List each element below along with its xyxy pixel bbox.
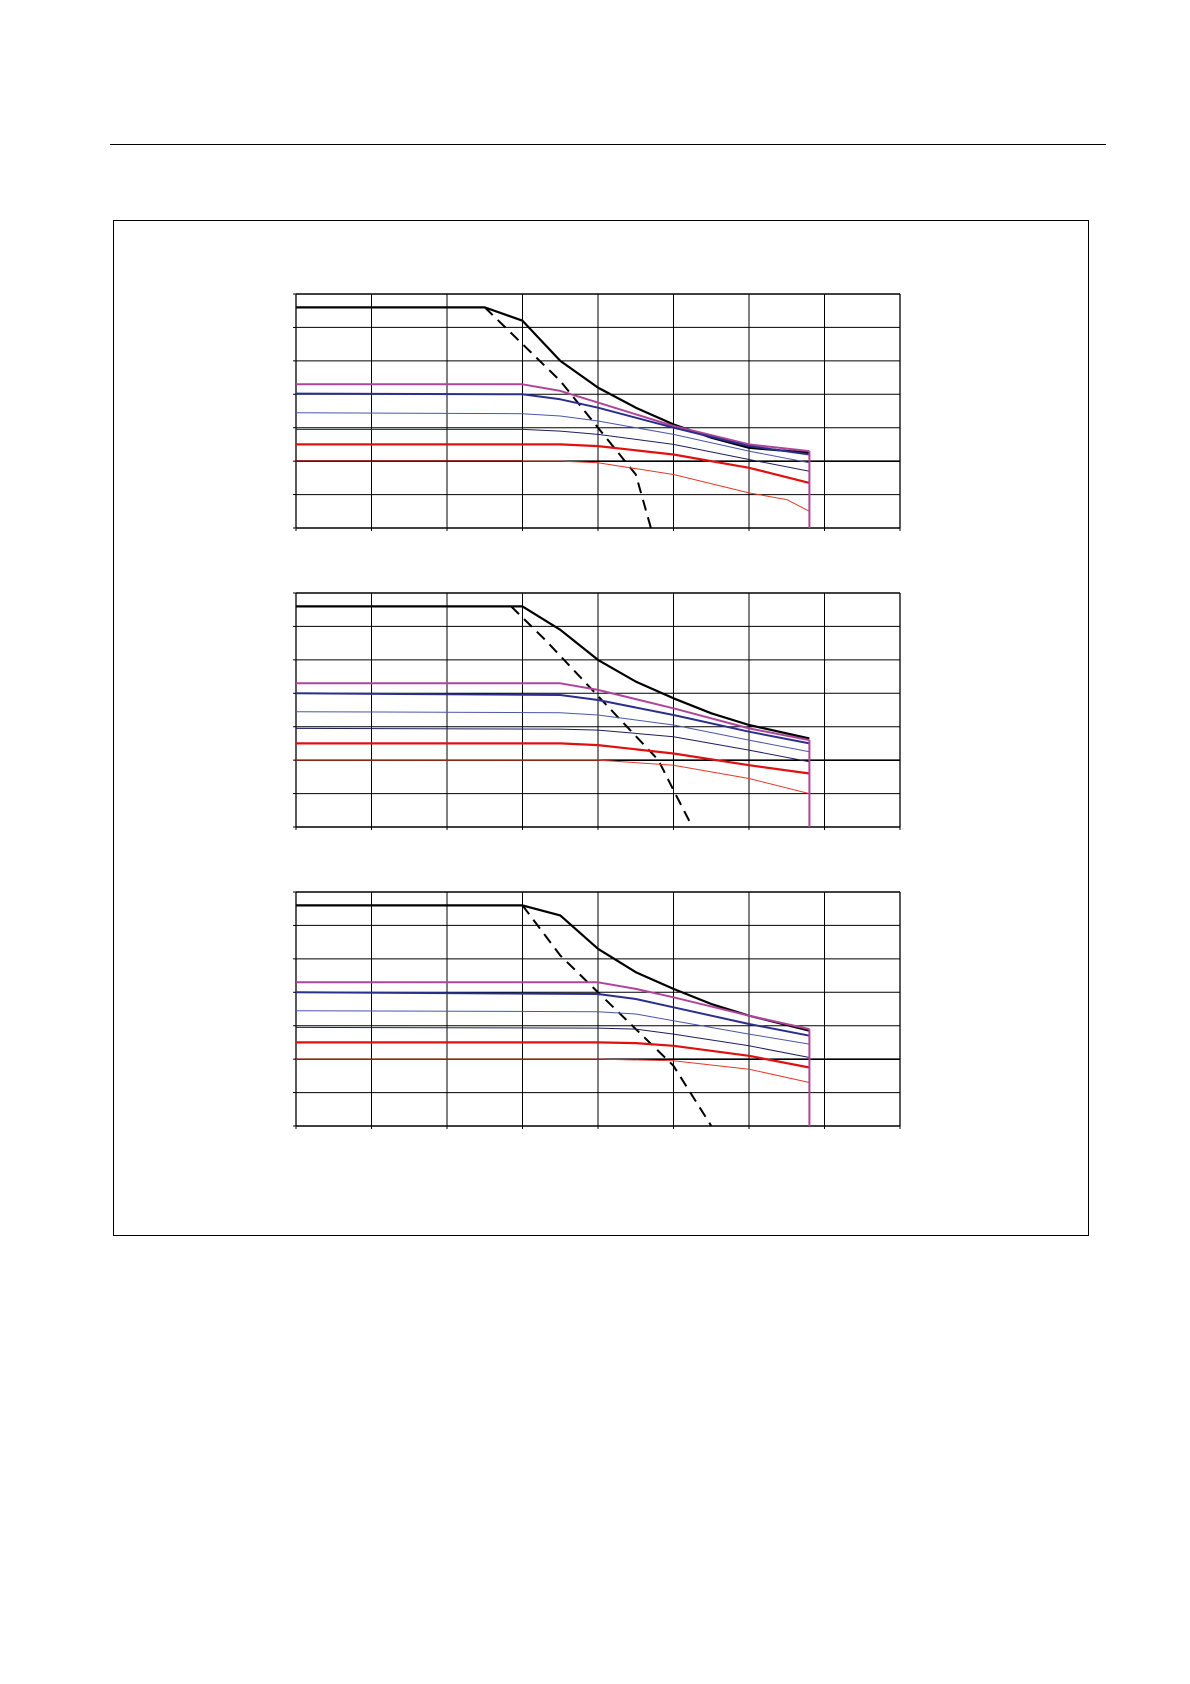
- figure-frame: [113, 220, 1089, 1236]
- chart-2: [293, 592, 901, 830]
- header-rule: [110, 144, 1106, 145]
- chart-1: [293, 293, 901, 531]
- chart-3: [293, 891, 901, 1129]
